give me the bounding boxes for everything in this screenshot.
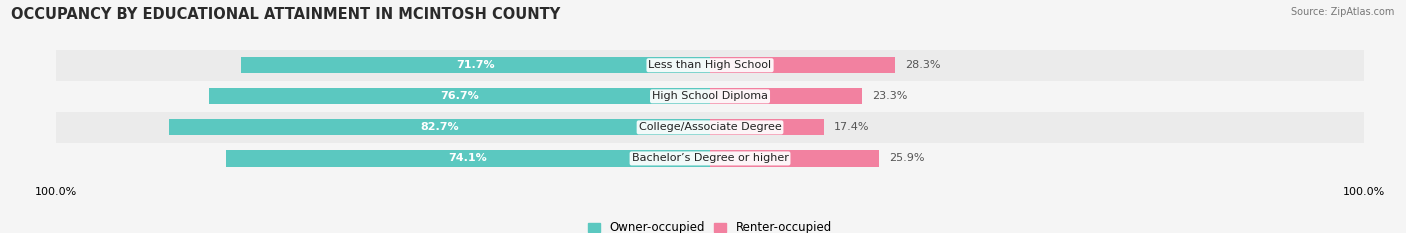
Bar xyxy=(710,119,824,135)
Bar xyxy=(208,88,710,104)
Text: College/Associate Degree: College/Associate Degree xyxy=(638,122,782,132)
Text: 17.4%: 17.4% xyxy=(834,122,869,132)
FancyBboxPatch shape xyxy=(56,112,1364,143)
Text: Bachelor’s Degree or higher: Bachelor’s Degree or higher xyxy=(631,154,789,163)
Bar xyxy=(169,119,710,135)
Text: Source: ZipAtlas.com: Source: ZipAtlas.com xyxy=(1291,7,1395,17)
Text: 71.7%: 71.7% xyxy=(457,60,495,70)
FancyBboxPatch shape xyxy=(56,81,1364,112)
Bar xyxy=(710,57,896,73)
Bar xyxy=(710,150,879,167)
Bar xyxy=(242,57,710,73)
Text: 25.9%: 25.9% xyxy=(889,154,925,163)
Legend: Owner-occupied, Renter-occupied: Owner-occupied, Renter-occupied xyxy=(583,217,837,233)
Text: High School Diploma: High School Diploma xyxy=(652,91,768,101)
Text: Less than High School: Less than High School xyxy=(648,60,772,70)
Text: 28.3%: 28.3% xyxy=(905,60,941,70)
Text: OCCUPANCY BY EDUCATIONAL ATTAINMENT IN MCINTOSH COUNTY: OCCUPANCY BY EDUCATIONAL ATTAINMENT IN M… xyxy=(11,7,561,22)
Bar xyxy=(710,88,862,104)
Bar xyxy=(225,150,710,167)
Text: 23.3%: 23.3% xyxy=(872,91,907,101)
Text: 76.7%: 76.7% xyxy=(440,91,478,101)
Text: 74.1%: 74.1% xyxy=(449,154,486,163)
FancyBboxPatch shape xyxy=(56,143,1364,174)
Text: 82.7%: 82.7% xyxy=(420,122,458,132)
FancyBboxPatch shape xyxy=(56,50,1364,81)
